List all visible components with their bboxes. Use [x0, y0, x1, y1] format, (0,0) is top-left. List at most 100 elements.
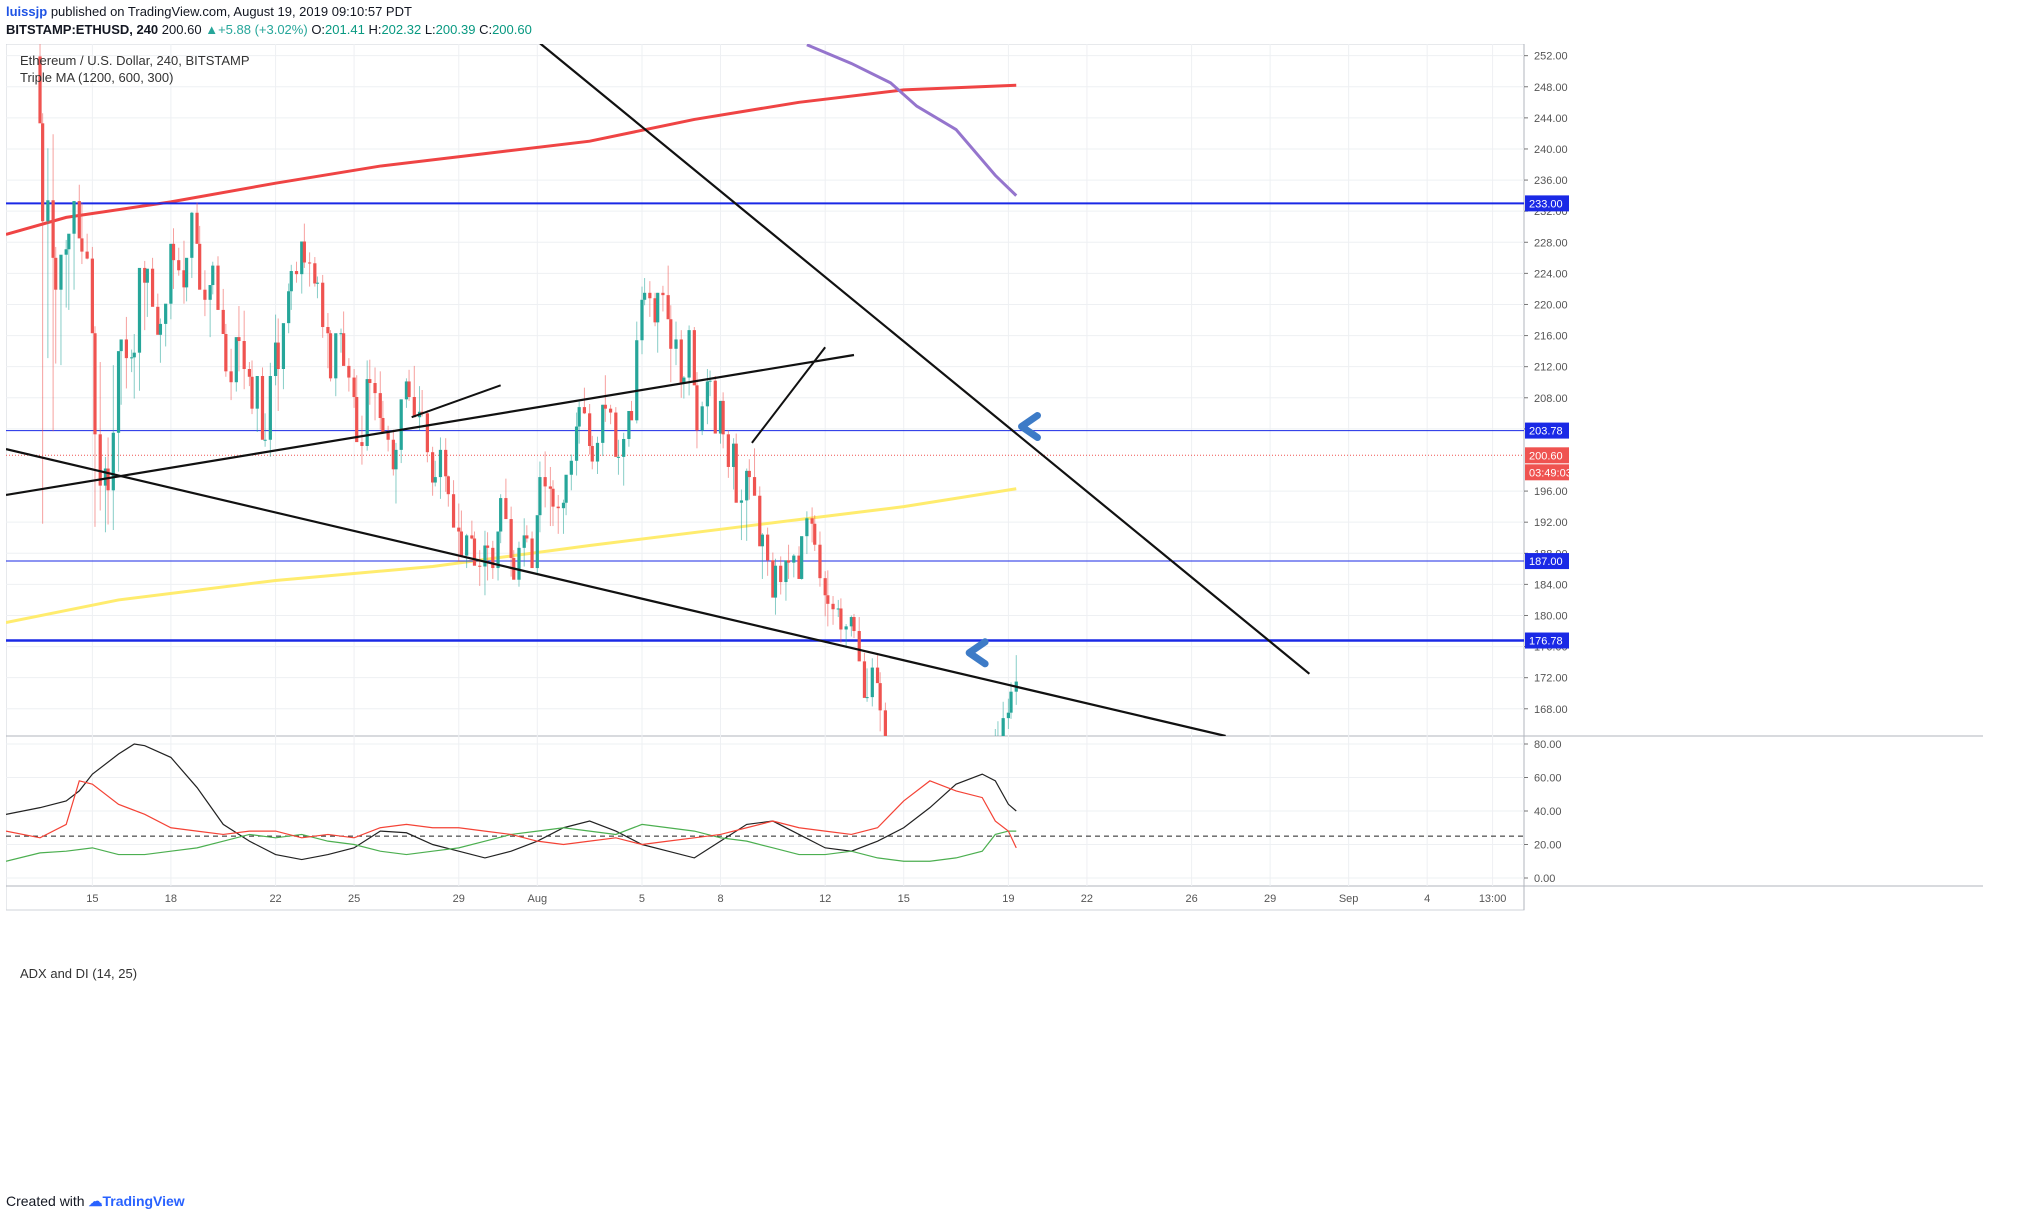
candle-body: [902, 923, 905, 937]
candle-body: [195, 212, 199, 244]
candle-body: [391, 439, 395, 470]
trendline: [751, 346, 826, 444]
candle-body: [381, 417, 385, 432]
candle-body: [640, 299, 644, 341]
created-with-text: Created with: [6, 1193, 85, 1209]
candle-body: [779, 565, 783, 583]
candle-body: [700, 406, 704, 431]
candle-body: [656, 292, 660, 323]
candle-body: [407, 381, 411, 397]
candle-body: [726, 434, 730, 467]
candle-body: [80, 238, 84, 252]
candle-body: [451, 494, 456, 528]
candle-body: [622, 438, 626, 457]
trendline: [6, 353, 855, 497]
candle-body: [355, 396, 359, 443]
footer: Created with ☁TradingView: [6, 1193, 185, 1210]
sub-y-tick-label: 40.00: [1534, 806, 1562, 818]
candle-body: [307, 262, 312, 264]
last-price-tag: [1525, 447, 1569, 464]
x-tick-label: 19: [1002, 893, 1014, 905]
y-tick-label: 240.00: [1534, 144, 1568, 156]
candle-body: [98, 434, 102, 486]
sub-y-tick-label: 60.00: [1534, 773, 1562, 785]
candle-body: [784, 560, 788, 583]
countdown-tag: [1525, 464, 1569, 481]
level-price-tag-text: 187.00: [1529, 556, 1563, 568]
candle-body: [713, 380, 717, 434]
moving-average-line: [806, 44, 1018, 197]
candle-body: [629, 410, 634, 421]
chart-svg[interactable]: 15 18 22 25 29 Aug 5 8 12 15 19 22 26 29 Sep 4 13:00 252.…: [6, 44, 1983, 1178]
candle-body: [46, 200, 50, 222]
candle-body: [813, 523, 817, 545]
adx-pane: [6, 743, 1524, 862]
x-tick-label: 8: [717, 893, 723, 905]
candle-body: [849, 617, 853, 627]
y-tick-label: 252.00: [1534, 51, 1568, 63]
candle-body: [875, 667, 880, 684]
candle-body: [731, 443, 736, 467]
chart-title: Ethereum / U.S. Dollar, 240, BITSTAMP: [20, 53, 250, 68]
candle-body: [862, 661, 867, 698]
candle-body: [51, 200, 55, 258]
y-tick-label: 196.00: [1534, 486, 1568, 498]
candle-body: [530, 538, 534, 569]
y-tick-label: 248.00: [1534, 82, 1568, 94]
low-label: L:: [424, 22, 436, 37]
candle-body: [635, 340, 639, 421]
candle-body: [276, 342, 280, 370]
candle-body: [556, 506, 560, 509]
candle-body: [852, 617, 856, 632]
author-name[interactable]: luissjp: [6, 4, 48, 19]
chart-area[interactable]: 15 18 22 25 29 Aug 5 8 12 15 19 22 26 29 Sep 4 13:00 252.…: [6, 44, 1983, 1178]
candle-body: [805, 518, 809, 537]
candle-body: [485, 545, 490, 548]
candle-body: [928, 916, 931, 935]
candle-body: [106, 468, 110, 491]
candle-body: [313, 263, 317, 284]
candle-body: [247, 369, 252, 377]
candle-body: [695, 385, 699, 431]
candle-body: [653, 298, 657, 323]
candle-body: [810, 518, 814, 524]
candle-body: [103, 468, 108, 486]
candle-body: [229, 371, 233, 383]
moving-average-line: [6, 83, 1017, 236]
candle-body: [184, 257, 189, 288]
candle-body: [687, 330, 691, 378]
candle-body: [156, 306, 160, 335]
candle-body: [263, 439, 267, 441]
symbol-info: BITSTAMP:ETHUSD, 240 200.60 ▲+5.88 (+3.0…: [6, 22, 532, 37]
candle-body: [1001, 718, 1005, 736]
y-tick-label: 216.00: [1534, 331, 1568, 343]
low-value: 200.39: [435, 22, 476, 37]
y-tick-label: 168.00: [1534, 704, 1568, 716]
candle-body: [365, 379, 369, 446]
candle-body: [708, 380, 712, 382]
candle-body: [773, 565, 778, 598]
candle-body: [145, 268, 149, 283]
candle-body: [224, 334, 228, 372]
candle-body: [470, 535, 474, 539]
y-tick-label: 184.00: [1534, 579, 1568, 591]
candle-body: [491, 547, 495, 569]
candle-body: [595, 442, 600, 462]
trendline: [6, 448, 1226, 736]
adx-series-line: [6, 823, 1017, 862]
publish-text: published on TradingView.com, August 19,…: [50, 4, 412, 19]
close-value: 200.60: [492, 22, 532, 37]
candle-body: [132, 352, 136, 358]
candle-body: [590, 445, 594, 462]
candle-body: [823, 578, 827, 596]
close-label: C:: [479, 22, 493, 37]
candle-body: [158, 323, 163, 335]
candle-body: [603, 404, 607, 409]
candle-body: [143, 267, 147, 283]
tradingview-brand[interactable]: TradingView: [102, 1193, 185, 1209]
sub-y-tick-label: 20.00: [1534, 840, 1562, 852]
candle-body: [758, 495, 762, 547]
candle-body: [67, 233, 71, 250]
candle-body: [342, 333, 346, 366]
candle-body: [721, 400, 725, 435]
